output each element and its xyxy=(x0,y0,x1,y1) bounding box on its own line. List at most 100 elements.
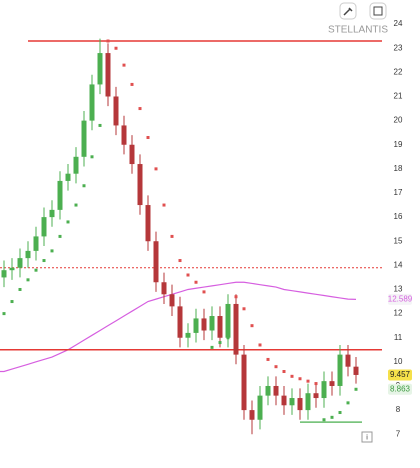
candle-body xyxy=(185,332,191,338)
y-tick-label: 10 xyxy=(394,357,403,366)
sar-dot xyxy=(154,167,158,171)
sar-dot xyxy=(178,259,182,263)
wrench-icon xyxy=(343,7,353,16)
sar-dot xyxy=(130,82,134,86)
candle-body xyxy=(305,393,311,411)
sar-dot xyxy=(18,287,22,291)
y-tick-label: 22 xyxy=(394,67,403,76)
price-label-box xyxy=(388,383,412,395)
candle-body xyxy=(49,209,55,218)
price-label-box xyxy=(388,293,412,305)
candle-body xyxy=(161,282,167,295)
sar-dot xyxy=(106,39,110,43)
sar-dot xyxy=(330,415,334,419)
price-label: 8.863 xyxy=(390,384,411,393)
sar-dot xyxy=(122,63,126,67)
sar-dot xyxy=(186,273,190,277)
sar-dot xyxy=(82,184,86,188)
candle-body xyxy=(121,125,127,145)
candle-body xyxy=(33,236,39,251)
symbol-name: STELLANTIS xyxy=(328,25,388,36)
candle-body xyxy=(1,270,7,278)
sar-dot xyxy=(146,136,150,140)
sar-dot xyxy=(162,203,166,207)
sar-dot xyxy=(98,123,102,127)
candle-body xyxy=(289,398,295,406)
sar-dot xyxy=(170,234,174,238)
sar-dot xyxy=(258,343,262,347)
candle-body xyxy=(201,318,207,331)
sar-dot xyxy=(194,280,198,284)
sar-dot xyxy=(290,374,294,378)
sar-dot xyxy=(354,387,358,391)
candle-body xyxy=(273,385,279,396)
y-tick-label: 16 xyxy=(394,212,403,221)
candle-body xyxy=(329,381,335,386)
candle-body xyxy=(249,410,255,420)
candle-body xyxy=(81,120,87,157)
candle-body xyxy=(73,156,79,174)
y-tick-label: 19 xyxy=(394,140,403,149)
candle-body xyxy=(113,96,119,126)
calendar-icon xyxy=(373,6,383,16)
sar-dot xyxy=(338,411,342,415)
price-label: 9.457 xyxy=(390,370,411,379)
candle-body xyxy=(89,84,95,121)
price-label-box xyxy=(388,369,412,381)
candle-body xyxy=(9,267,15,271)
sar-dot xyxy=(346,401,350,405)
sar-dot xyxy=(50,249,54,253)
candle-body xyxy=(265,385,271,396)
sar-dot xyxy=(306,379,310,383)
sar-dot xyxy=(90,155,94,159)
candle-body xyxy=(57,180,63,210)
candle-body xyxy=(353,366,359,375)
candle-body xyxy=(337,354,343,386)
y-tick-label: 13 xyxy=(394,285,403,294)
y-tick-label: 14 xyxy=(394,260,403,269)
sar-dot xyxy=(34,268,38,272)
candle-body xyxy=(177,306,183,338)
sar-dot xyxy=(298,377,302,381)
sar-dot xyxy=(314,382,318,386)
sar-dot xyxy=(322,418,326,422)
sar-dot xyxy=(138,107,142,111)
candle-body xyxy=(225,303,231,338)
sar-dot xyxy=(26,278,30,282)
candle-body xyxy=(233,303,239,355)
candle-body xyxy=(129,144,135,165)
candle-body xyxy=(345,354,351,367)
candle-body xyxy=(217,316,223,338)
candle-body xyxy=(97,53,103,85)
candle-body xyxy=(25,250,31,259)
y-tick-label: 20 xyxy=(394,116,403,125)
sar-dot xyxy=(250,324,254,328)
candle-body xyxy=(257,395,263,420)
candle-body xyxy=(313,393,319,399)
candle-body xyxy=(145,205,151,242)
sar-dot xyxy=(58,234,62,238)
sar-dot xyxy=(74,203,78,207)
candle-body xyxy=(241,354,247,411)
candle-body xyxy=(41,217,47,237)
y-tick-label: 12 xyxy=(394,309,403,318)
y-tick-label: 24 xyxy=(394,19,403,28)
sar-dot xyxy=(242,307,246,311)
y-tick-label: 11 xyxy=(394,333,403,342)
candle-body xyxy=(105,53,111,97)
sar-dot xyxy=(274,365,278,369)
y-tick-label: 23 xyxy=(394,43,403,52)
candle-body xyxy=(297,398,303,411)
plot: 78910111213141516171819202122232412.5899… xyxy=(0,19,413,438)
y-tick-label: 18 xyxy=(394,164,403,173)
y-tick-label: 21 xyxy=(394,92,403,101)
info-icon[interactable] xyxy=(361,431,373,443)
candle-body xyxy=(209,316,215,331)
calendar-button[interactable] xyxy=(369,2,387,20)
y-tick-label: 8 xyxy=(396,405,401,414)
sar-dot xyxy=(218,341,222,345)
candle-body xyxy=(321,381,327,399)
candle-body xyxy=(65,173,71,181)
